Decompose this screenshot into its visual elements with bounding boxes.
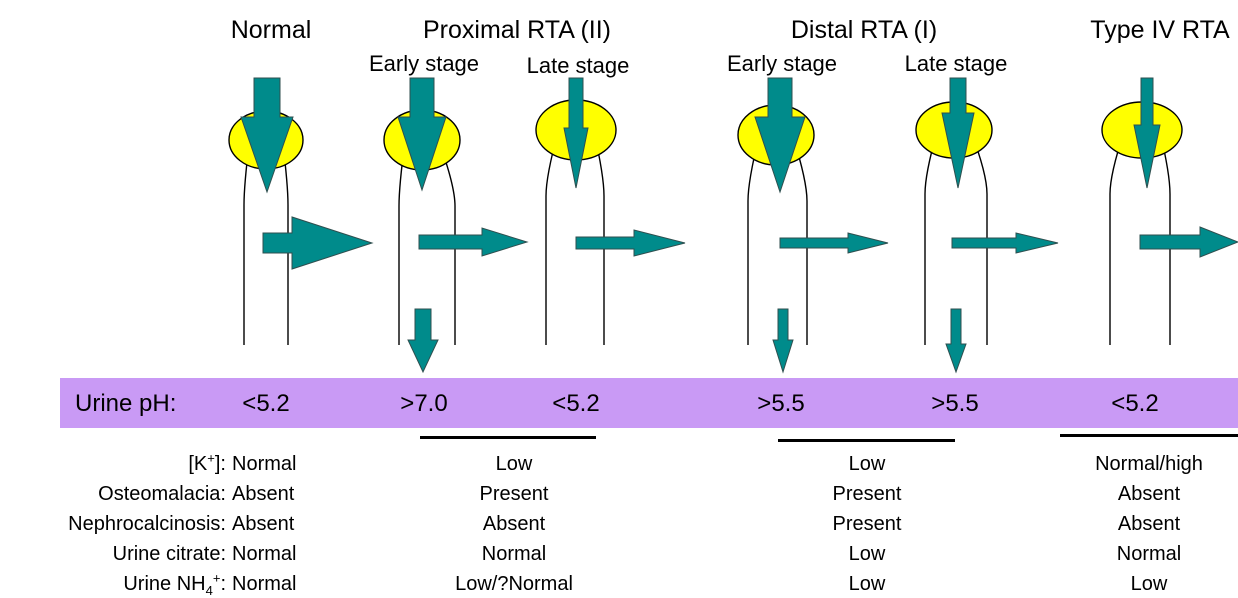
type4-urine-citrate: Normal [1116, 543, 1182, 565]
type4-urine-nh4: Low [1130, 573, 1168, 595]
proximal-urine-citrate: Normal [481, 543, 547, 565]
tubule-icon [924, 131, 938, 345]
row-label-urine-nh4: Urine NH4+: [123, 570, 226, 598]
distal-urine-nh4: Low [848, 573, 886, 595]
ph-value-proximal-early: >7.0 [400, 390, 448, 417]
down-arrow-icon [945, 308, 967, 374]
down-arrow-icon [407, 308, 439, 374]
header-type4: Type IV RTA [1090, 16, 1230, 44]
urine-ph-band [60, 378, 1238, 428]
distal-nephrocalcinosis: Present [832, 513, 902, 535]
type4-potassium: Normal/high [1095, 453, 1203, 475]
distal-osteomalacia: Present [832, 483, 902, 505]
ph-value-proximal-late: <5.2 [552, 390, 600, 417]
right-arrow-icon [418, 227, 529, 257]
distal-potassium: Low [848, 453, 886, 475]
down-arrow-icon [772, 308, 794, 374]
normal-osteomalacia: Absent [232, 483, 295, 505]
row-label-osteomalacia: Osteomalacia: [98, 483, 226, 505]
tubule-icon [545, 131, 559, 345]
down-arrow-icon [941, 77, 975, 189]
distal-group-rule [778, 439, 955, 442]
type4-group-rule [1060, 434, 1238, 437]
normal-potassium: Normal [232, 453, 297, 475]
ph-value-type4: <5.2 [1111, 390, 1159, 417]
subheader-distal-late: Late stage [904, 51, 1008, 76]
row-label-urine-citrate: Urine citrate: [112, 543, 226, 565]
right-arrow-icon [262, 216, 374, 270]
right-arrow-icon [951, 232, 1059, 254]
ph-value-distal-late: >5.5 [931, 390, 979, 417]
normal-urine-nh4: Normal [232, 573, 297, 595]
proximal-urine-nh4: Low/?Normal [455, 573, 573, 595]
down-arrow-icon [240, 77, 294, 194]
proximal-potassium: Low [495, 453, 533, 475]
right-arrow-icon [575, 229, 686, 257]
header-normal: Normal [230, 16, 312, 44]
subheader-proximal-early: Early stage [368, 51, 480, 76]
type4-nephrocalcinosis: Absent [1117, 513, 1181, 535]
row-label-nephrocalcinosis: Nephrocalcinosis: [68, 513, 226, 535]
header-proximal: Proximal RTA (II) [423, 16, 611, 44]
proximal-nephrocalcinosis: Absent [482, 513, 546, 535]
ph-value-normal: <5.2 [242, 390, 290, 417]
normal-urine-citrate: Normal [232, 543, 297, 565]
distal-urine-citrate: Low [848, 543, 886, 565]
down-arrow-icon [1133, 77, 1161, 189]
right-arrow-icon [1139, 226, 1238, 258]
urine-ph-label: Urine pH: [75, 390, 177, 417]
tubule-icon [243, 141, 251, 345]
right-arrow-icon [779, 232, 889, 254]
type4-osteomalacia: Absent [1117, 483, 1181, 505]
down-arrow-icon [563, 77, 589, 189]
subheader-proximal-late: Late stage [526, 53, 630, 78]
header-distal: Distal RTA (I) [790, 16, 938, 44]
proximal-osteomalacia: Present [479, 483, 549, 505]
down-arrow-icon [397, 77, 447, 192]
normal-nephrocalcinosis: Absent [232, 513, 295, 535]
proximal-group-rule [420, 436, 596, 439]
tubule-icon [747, 136, 760, 345]
row-label-potassium: [K+]: [188, 450, 226, 475]
tubule-icon [1109, 131, 1125, 345]
down-arrow-icon [754, 77, 806, 194]
tubule-icon [398, 141, 406, 345]
ph-value-distal-early: >5.5 [757, 390, 805, 417]
subheader-distal-early: Early stage [726, 51, 838, 76]
